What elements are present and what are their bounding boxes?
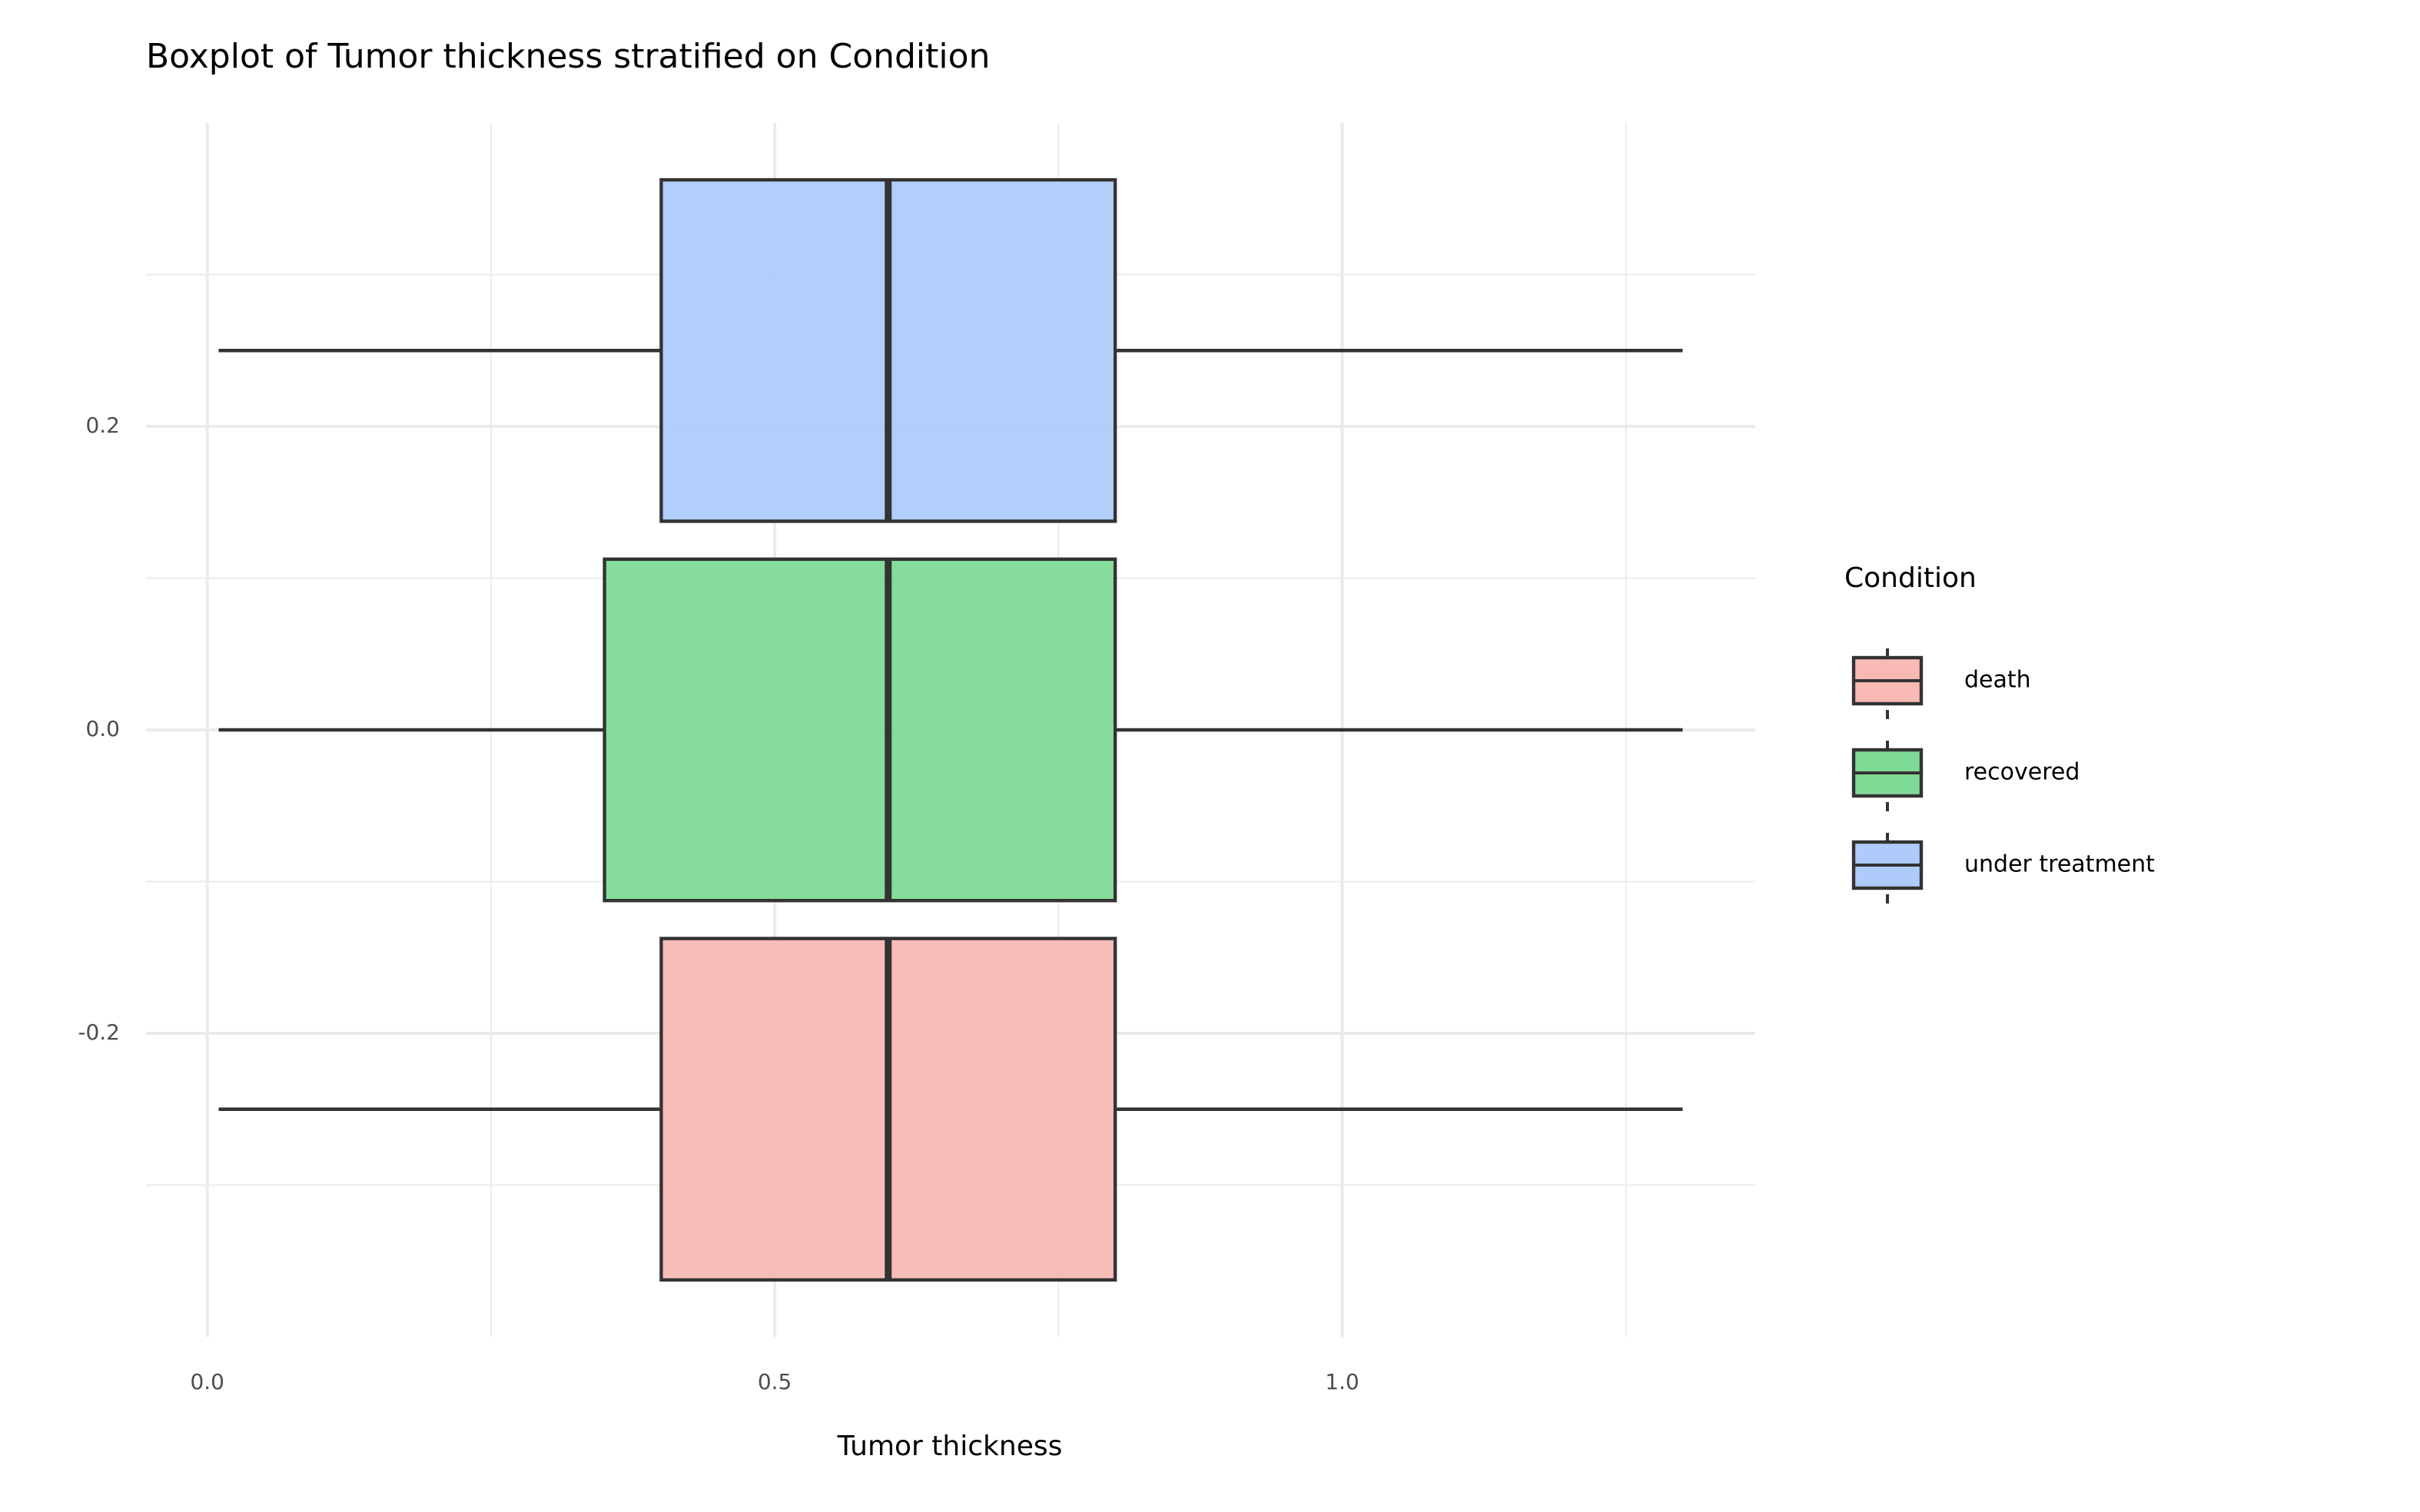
x-tick-label: 0.0: [190, 1369, 224, 1394]
x-tick-label: 1.0: [1325, 1369, 1359, 1394]
y-tick-label: -0.2: [78, 1020, 120, 1045]
y-tick-label: 0.0: [85, 716, 120, 741]
legend-label: under treatment: [1964, 851, 2155, 878]
legend-label: recovered: [1964, 759, 2080, 786]
legend-label: death: [1964, 667, 2031, 694]
chart-title: Boxplot of Tumor thickness stratified on…: [146, 37, 990, 76]
x-axis-title: Tumor thickness: [837, 1431, 1063, 1462]
box: [603, 557, 1117, 903]
y-tick-label: 0.2: [85, 413, 120, 438]
x-tick-label: 0.5: [758, 1369, 792, 1394]
legend-title: Condition: [1844, 562, 1977, 594]
